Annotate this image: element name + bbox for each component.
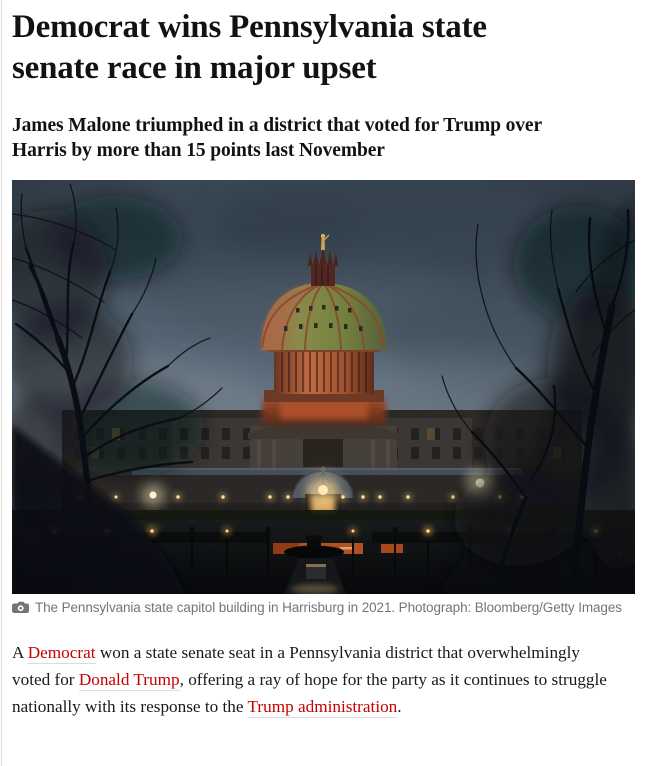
- link-trump-administration[interactable]: Trump administration: [247, 697, 398, 718]
- body-text: .: [397, 697, 402, 716]
- photo-caption: The Pennsylvania state capitol building …: [12, 599, 635, 617]
- capitol-dusk-photo: [0, 165, 671, 598]
- article-photo[interactable]: [0, 165, 671, 598]
- standfirst: James Malone triumphed in a district tha…: [12, 115, 542, 161]
- body-text: won a state senate seat in a Pennsylvani…: [12, 643, 580, 689]
- article-figure: The Pennsylvania state capitol building …: [0, 165, 671, 617]
- link-democrat[interactable]: Democrat: [27, 643, 96, 664]
- article: Democrat wins Pennsylvania state senate …: [0, 0, 671, 720]
- camera-icon: [12, 601, 29, 613]
- body-text: , offering a ray of hope for the party a…: [12, 670, 607, 716]
- link-donald-trump[interactable]: Donald Trump: [78, 670, 180, 691]
- photo-caption-text: The Pennsylvania state capitol building …: [35, 600, 622, 615]
- headline: Democrat wins Pennsylvania state senate …: [12, 9, 487, 86]
- column-divider-line: [1, 0, 2, 766]
- body-text: A: [12, 643, 28, 662]
- body-paragraph: A Democrat won a state senate seat in a …: [12, 639, 616, 720]
